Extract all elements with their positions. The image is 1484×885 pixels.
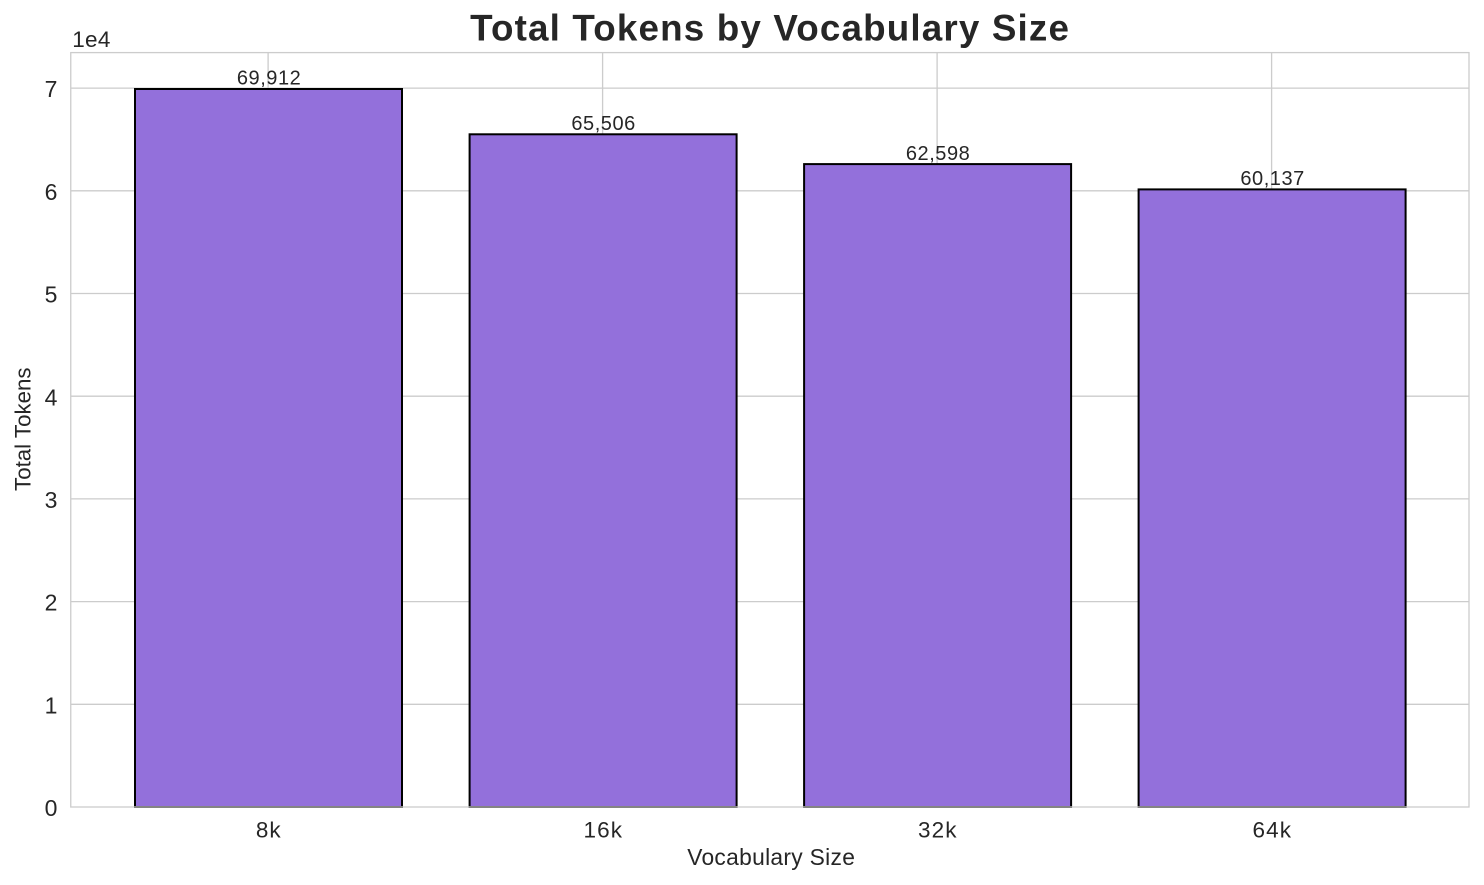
svg-text:7: 7 xyxy=(45,76,58,102)
svg-text:Vocabulary Size: Vocabulary Size xyxy=(687,844,855,870)
svg-text:Total Tokens: Total Tokens xyxy=(10,367,35,491)
svg-text:32k: 32k xyxy=(918,818,958,843)
svg-text:64k: 64k xyxy=(1253,818,1293,843)
svg-text:1: 1 xyxy=(45,692,58,718)
svg-text:6: 6 xyxy=(45,179,58,205)
svg-text:16k: 16k xyxy=(584,818,624,843)
svg-text:8k: 8k xyxy=(256,818,282,843)
svg-text:69,912: 69,912 xyxy=(237,68,301,90)
svg-text:3: 3 xyxy=(45,487,58,513)
svg-text:4: 4 xyxy=(45,384,58,410)
svg-text:1e4: 1e4 xyxy=(72,27,111,52)
svg-text:5: 5 xyxy=(45,282,58,308)
svg-text:Total Tokens by Vocabulary Siz: Total Tokens by Vocabulary Size xyxy=(470,8,1070,49)
svg-text:60,137: 60,137 xyxy=(1240,168,1304,190)
svg-text:65,506: 65,506 xyxy=(571,113,635,135)
svg-text:2: 2 xyxy=(45,590,58,616)
svg-text:62,598: 62,598 xyxy=(906,143,970,165)
svg-text:0: 0 xyxy=(45,795,58,821)
